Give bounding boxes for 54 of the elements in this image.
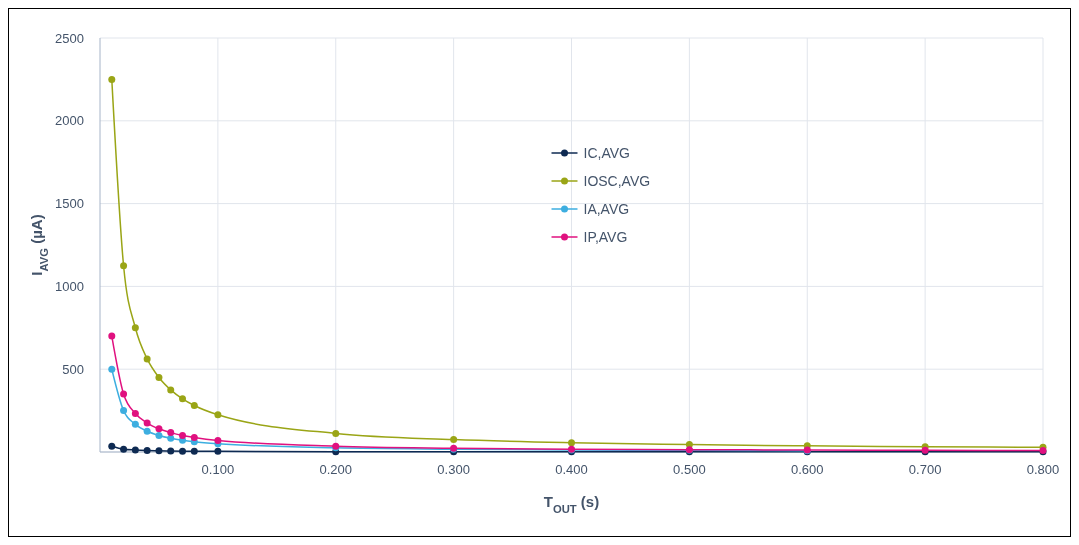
point xyxy=(190,433,198,441)
point xyxy=(214,447,222,455)
point xyxy=(450,436,458,444)
x-tick-label: 0.400 xyxy=(555,462,588,477)
point xyxy=(131,420,139,428)
point xyxy=(155,373,163,381)
x-axis-title: T$_{OUT}$ (s) xyxy=(543,493,600,515)
x-tick-label: 0.800 xyxy=(1026,462,1060,477)
x-tick-label: 0.500 xyxy=(673,462,706,477)
point xyxy=(332,429,340,437)
point xyxy=(108,332,116,340)
point xyxy=(214,411,222,419)
point xyxy=(131,324,139,332)
point xyxy=(179,431,187,439)
point xyxy=(179,447,187,455)
point xyxy=(108,75,116,83)
x-tick-label: 0.100 xyxy=(201,462,235,477)
y-tick-label: 1000 xyxy=(55,278,84,294)
point xyxy=(143,419,151,427)
point xyxy=(108,442,116,450)
legend-label: IA,AVG xyxy=(583,200,630,217)
point xyxy=(131,446,139,454)
point xyxy=(155,425,163,433)
x-tick-label: 0.200 xyxy=(319,462,353,477)
point xyxy=(155,447,163,455)
point xyxy=(143,355,151,363)
point xyxy=(120,445,128,453)
point xyxy=(568,439,575,447)
point xyxy=(155,431,163,439)
point xyxy=(120,390,128,398)
point xyxy=(167,386,175,394)
point xyxy=(131,409,139,417)
y-tick-label: 500 xyxy=(62,361,84,377)
point xyxy=(143,427,151,435)
point xyxy=(108,365,116,373)
point xyxy=(214,436,222,444)
point xyxy=(179,395,187,403)
x-tick-label: 0.700 xyxy=(908,462,942,477)
x-tick-label: 0.600 xyxy=(790,462,824,477)
y-tick-label: 2500 xyxy=(55,30,84,46)
point xyxy=(190,401,198,409)
point xyxy=(167,429,175,437)
point xyxy=(167,447,175,455)
legend-label: IOSC,AVG xyxy=(583,172,651,189)
x-tick-label: 0.300 xyxy=(437,462,470,477)
y-tick-label: 1500 xyxy=(55,196,84,212)
point xyxy=(120,407,128,415)
legend-label: IP,AVG xyxy=(583,228,628,245)
point xyxy=(143,447,151,455)
point xyxy=(120,262,128,270)
point xyxy=(190,447,198,455)
point xyxy=(167,434,175,442)
y-tick-label: 2000 xyxy=(55,113,84,129)
legend-label: IC,AVG xyxy=(583,144,630,161)
